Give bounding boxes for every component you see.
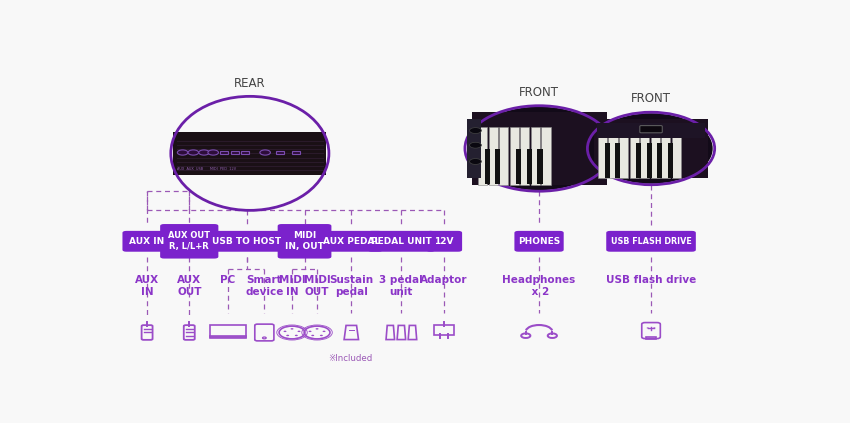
FancyBboxPatch shape [276,151,285,154]
Text: Smart
device: Smart device [245,275,284,297]
Circle shape [286,335,289,336]
FancyBboxPatch shape [211,231,282,252]
FancyBboxPatch shape [541,127,551,185]
Text: USB flash drive: USB flash drive [606,275,696,286]
FancyBboxPatch shape [650,129,660,178]
FancyBboxPatch shape [173,132,326,175]
Text: AUX OUT
R, L/L+R: AUX OUT R, L/L+R [168,231,210,251]
Circle shape [295,335,298,336]
Text: 12V: 12V [434,237,454,246]
FancyBboxPatch shape [668,143,673,178]
FancyBboxPatch shape [604,143,609,178]
Text: PHONES: PHONES [518,237,560,246]
Text: REAR: REAR [234,77,266,90]
Circle shape [298,331,301,332]
Text: AUX
OUT: AUX OUT [177,275,201,297]
Circle shape [469,128,481,134]
Text: AUX  AUX  USB      MIDI  PED  12V: AUX AUX USB MIDI PED 12V [177,167,235,171]
FancyBboxPatch shape [657,143,662,178]
Ellipse shape [589,113,712,184]
Polygon shape [472,112,607,185]
FancyBboxPatch shape [122,231,172,252]
FancyBboxPatch shape [527,149,532,184]
FancyBboxPatch shape [484,149,490,184]
FancyBboxPatch shape [230,151,239,154]
Text: PC: PC [220,275,235,286]
Text: USB FLASH DRIVE: USB FLASH DRIVE [610,237,691,246]
FancyBboxPatch shape [630,129,639,178]
FancyBboxPatch shape [467,119,481,178]
Circle shape [188,150,199,155]
Text: AUX PEDAL: AUX PEDAL [323,237,380,246]
Text: Sustain
pedal: Sustain pedal [329,275,373,297]
FancyBboxPatch shape [636,143,641,178]
FancyBboxPatch shape [514,231,564,252]
FancyBboxPatch shape [278,224,332,258]
FancyBboxPatch shape [510,127,519,185]
Circle shape [647,327,649,329]
FancyBboxPatch shape [619,129,628,178]
FancyBboxPatch shape [426,231,462,252]
FancyBboxPatch shape [606,231,696,252]
Text: FRONT: FRONT [519,85,559,99]
FancyBboxPatch shape [292,151,300,154]
FancyBboxPatch shape [647,143,652,178]
FancyBboxPatch shape [478,127,487,185]
FancyBboxPatch shape [537,149,542,184]
Text: FRONT: FRONT [631,92,671,105]
Text: AUX IN: AUX IN [129,237,165,246]
Circle shape [178,150,188,155]
FancyBboxPatch shape [598,129,607,178]
FancyBboxPatch shape [241,151,249,154]
FancyBboxPatch shape [320,231,382,252]
Circle shape [260,150,270,155]
FancyBboxPatch shape [489,127,498,185]
Circle shape [469,159,481,165]
FancyBboxPatch shape [661,129,671,178]
Text: Adaptor: Adaptor [421,275,468,286]
Circle shape [311,335,314,336]
FancyBboxPatch shape [160,224,218,258]
Text: MIDI
OUT: MIDI OUT [303,275,331,297]
Text: ※Included: ※Included [328,354,372,363]
FancyBboxPatch shape [640,129,649,178]
Circle shape [208,150,218,155]
FancyBboxPatch shape [640,126,662,133]
FancyBboxPatch shape [609,129,618,178]
Ellipse shape [467,107,611,190]
FancyBboxPatch shape [530,127,540,185]
Circle shape [284,331,286,332]
Circle shape [469,142,481,148]
Circle shape [654,327,655,329]
Polygon shape [594,119,708,178]
Text: AUX
IN: AUX IN [135,275,159,297]
Circle shape [315,328,319,330]
FancyBboxPatch shape [672,129,681,178]
FancyBboxPatch shape [496,149,501,184]
Text: USB TO HOST: USB TO HOST [212,237,281,246]
FancyBboxPatch shape [615,143,620,178]
Text: PEDAL UNIT: PEDAL UNIT [371,237,432,246]
FancyBboxPatch shape [598,123,705,137]
Circle shape [199,150,209,155]
FancyBboxPatch shape [499,127,508,185]
Text: 3 pedal
unit: 3 pedal unit [379,275,423,297]
Circle shape [322,331,326,332]
Text: Headphones
 x 2: Headphones x 2 [502,275,575,297]
FancyBboxPatch shape [220,151,228,154]
Text: MIDI
IN: MIDI IN [279,275,305,297]
Text: MIDI
IN, OUT: MIDI IN, OUT [285,231,324,251]
FancyBboxPatch shape [520,127,530,185]
FancyBboxPatch shape [368,231,435,252]
Circle shape [320,335,323,336]
Circle shape [309,331,312,332]
Circle shape [291,328,293,330]
FancyBboxPatch shape [516,149,521,184]
